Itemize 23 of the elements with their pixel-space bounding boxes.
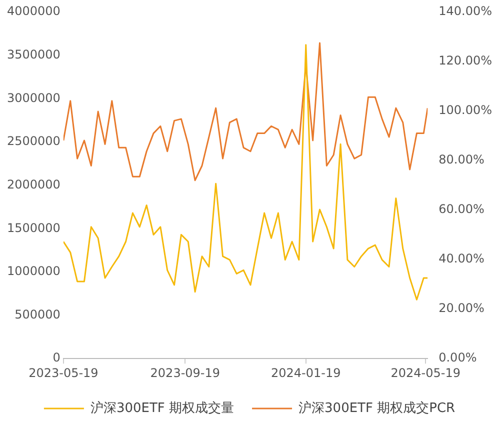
- y2-tick-label: 20.00%: [438, 301, 484, 316]
- y2-tick-label: 100.00%: [438, 103, 492, 118]
- y2-tick-label: 140.00%: [438, 4, 492, 18]
- y2-tick-label: 60.00%: [438, 202, 484, 216]
- legend-label: 沪深300ETF 期权成交PCR: [298, 400, 456, 416]
- x-tick-label: 2023-05-19: [28, 366, 98, 380]
- y-tick-label: 500000: [14, 307, 60, 322]
- x-tick-label: 2024-05-19: [390, 366, 461, 380]
- y2-tick-label: 0.00%: [438, 350, 477, 365]
- x-tick-label: 2024-01-19: [271, 366, 341, 380]
- y2-tick-label: 80.00%: [438, 152, 484, 167]
- y-tick-label: 3500000: [6, 47, 60, 62]
- y-tick-label: 2000000: [6, 177, 60, 192]
- x-tick-label: 2023-09-19: [150, 366, 220, 380]
- y-tick-label: 4000000: [6, 4, 60, 18]
- y2-tick-label: 120.00%: [438, 54, 492, 68]
- y-tick-label: 3000000: [6, 90, 60, 105]
- y-tick-label: 0: [52, 350, 60, 365]
- y2-tick-label: 40.00%: [438, 252, 484, 266]
- y-tick-label: 1500000: [6, 220, 60, 235]
- legend-label: 沪深300ETF 期权成交量: [90, 400, 234, 416]
- y-tick-label: 2500000: [6, 134, 60, 148]
- y-tick-label: 1000000: [6, 264, 60, 278]
